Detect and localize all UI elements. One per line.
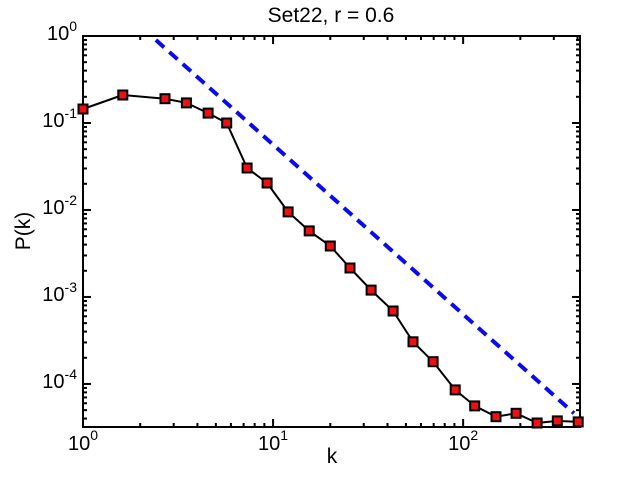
data-point-marker: [77, 103, 89, 115]
data-point-marker: [202, 107, 214, 119]
data-point-marker: [365, 284, 377, 296]
x-tick-labels: 100 101 102: [68, 427, 478, 455]
data-point-marker: [469, 400, 481, 412]
x-ticks: [82, 36, 579, 427]
data-markers: [77, 89, 584, 429]
data-point-marker: [551, 415, 563, 427]
data-point-marker: [282, 206, 294, 218]
guide-line: [154, 38, 576, 415]
data-point-marker: [159, 93, 171, 105]
x-tick-label: 101: [258, 427, 288, 455]
y-tick-label: 100: [47, 18, 77, 45]
x-tick-label: 100: [68, 427, 98, 455]
chart-title: Set22, r = 0.6: [268, 4, 395, 27]
data-point-marker: [324, 240, 336, 252]
data-point-marker: [531, 417, 543, 429]
y-tick-label: 10-1: [42, 105, 77, 132]
data-point-marker: [221, 117, 233, 129]
axes-box: [82, 35, 581, 428]
data-point-marker: [261, 177, 273, 189]
data-point-marker: [572, 416, 584, 428]
data-point-marker: [117, 89, 129, 101]
data-point-marker: [303, 225, 315, 237]
data-point-marker: [490, 411, 502, 423]
y-tick-labels: 100 10-1 10-2 10-3 10-4: [42, 18, 77, 393]
x-tick-label: 102: [448, 427, 478, 455]
data-point-marker: [344, 262, 356, 274]
data-point-marker: [427, 356, 439, 368]
data-point-marker: [180, 97, 192, 109]
data-point-marker: [510, 407, 522, 419]
data-point-marker: [449, 384, 461, 396]
x-axis-label: k: [327, 445, 338, 468]
data-point-marker: [387, 305, 399, 317]
y-tick-label: 10-2: [42, 192, 77, 219]
y-axis-label: P(k): [12, 212, 35, 251]
data-point-marker: [407, 336, 419, 348]
plot-area: 100 101 102 100 10-1 10-2 10-3 10-4: [42, 18, 584, 455]
y-ticks: [83, 35, 580, 420]
y-tick-label: 10-3: [42, 279, 77, 306]
y-tick-label: 10-4: [42, 366, 77, 393]
data-point-marker: [241, 162, 253, 174]
data-line: [82, 94, 579, 424]
